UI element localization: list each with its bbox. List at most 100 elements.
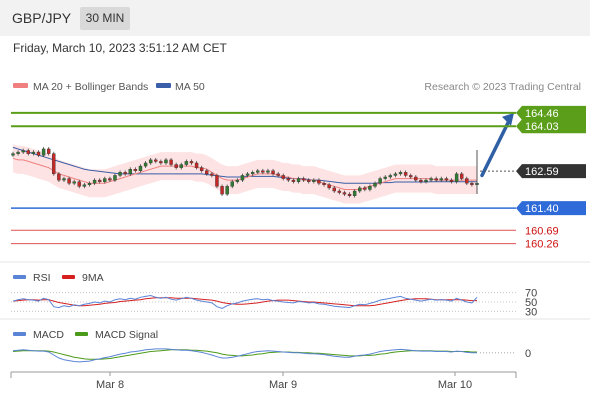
candle (220, 184, 224, 197)
candle (210, 172, 214, 178)
pivot-level-label: 160.26 (525, 239, 559, 251)
candle (16, 150, 20, 156)
header-bar: GBP/JPY 30 MIN (0, 0, 590, 36)
candle (250, 170, 255, 176)
symbol-label: GBP/JPY (12, 10, 72, 26)
candle (82, 182, 87, 189)
macd-signal-legend-swatch (75, 332, 88, 336)
price-panel (11, 112, 514, 204)
candle (363, 186, 367, 192)
candle (154, 157, 158, 164)
candle (312, 178, 316, 184)
candle (307, 178, 311, 184)
candle (57, 172, 61, 182)
candle (373, 181, 377, 189)
candle (225, 184, 229, 197)
ma50-line (12, 146, 477, 184)
candle (179, 162, 183, 170)
x-tick-label: Mar 8 (96, 379, 124, 391)
candle (138, 164, 143, 173)
candle (358, 186, 362, 193)
current-price-label: 162.59 (525, 166, 559, 178)
rsi-legend-swatch (13, 275, 26, 279)
candle (36, 150, 41, 158)
candle (332, 186, 336, 193)
candle (291, 178, 296, 184)
candle (256, 168, 260, 175)
ma20-legend-swatch (13, 83, 28, 88)
resistance-level-label: 164.46 (525, 108, 559, 120)
ma50-legend-swatch (156, 83, 171, 88)
resistance-level-tag (516, 105, 586, 120)
candle (271, 168, 275, 176)
datetime-label: Friday, March 10, 2023 3:51:12 AM CET (13, 41, 227, 55)
candle (123, 170, 127, 176)
candle (215, 173, 219, 189)
candle (327, 182, 331, 190)
support-level-tag (516, 201, 586, 216)
candle (77, 179, 81, 189)
ma20-legend-label: MA 20 + Bollinger Bands (33, 81, 148, 93)
candle (108, 176, 112, 182)
candle (189, 159, 194, 165)
candle (92, 178, 97, 186)
candle (317, 178, 321, 186)
candle (52, 151, 56, 176)
candle (103, 176, 107, 184)
candle (342, 190, 347, 197)
candle (434, 176, 438, 182)
bollinger-band (13, 144, 477, 204)
candle (261, 168, 265, 175)
candle (429, 176, 433, 182)
candle (444, 176, 449, 182)
candle (169, 157, 173, 167)
candle (174, 162, 178, 170)
macd-tick-label: 0 (525, 348, 531, 360)
candle (296, 176, 301, 184)
candle (322, 181, 326, 187)
candle (388, 173, 393, 179)
rsi-legend-label: RSI (33, 272, 51, 284)
resistance-level-label: 164.03 (525, 121, 559, 133)
forecast-arrow-head (502, 112, 514, 126)
candle (398, 170, 403, 176)
candle (281, 173, 285, 181)
current-price-tag (516, 164, 586, 179)
rsi-ma-line (12, 297, 477, 307)
candle (87, 181, 92, 187)
candle (383, 175, 387, 181)
candle (159, 159, 163, 165)
candle (148, 157, 153, 165)
candle (439, 176, 444, 182)
timeframe-button[interactable]: 30 MIN (80, 7, 130, 30)
candle (465, 176, 469, 186)
rsi-ma-legend-label: 9MA (82, 272, 104, 284)
candle (470, 181, 474, 187)
candle (128, 167, 132, 176)
ma50-legend-label: MA 50 (175, 81, 205, 93)
candle (31, 150, 36, 156)
rsi-ma-legend-swatch (62, 275, 75, 279)
candle (409, 173, 413, 179)
candle (245, 172, 250, 178)
candle (235, 178, 240, 184)
candle (143, 161, 148, 168)
candle (454, 172, 459, 184)
macd-panel: 0 (12, 348, 531, 363)
candle (205, 168, 209, 176)
macd-legend-label: MACD (33, 329, 64, 341)
candle (393, 172, 398, 178)
candle (368, 184, 372, 192)
rsi-line (12, 294, 478, 310)
candle (414, 175, 418, 182)
pivot-level-label: 160.69 (525, 225, 559, 237)
macd-line (12, 348, 477, 363)
candle (21, 148, 25, 154)
candle (67, 176, 71, 186)
candle (26, 148, 31, 156)
candle (41, 147, 46, 158)
candle (164, 157, 168, 165)
rsi-tick-label: 30 (525, 306, 537, 318)
